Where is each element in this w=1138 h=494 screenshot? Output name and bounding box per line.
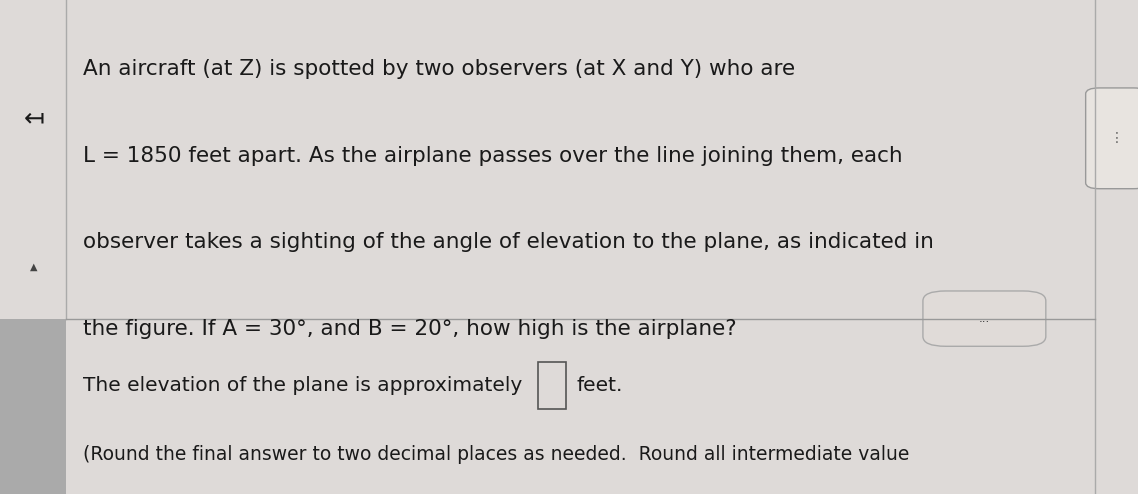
Bar	[538, 362, 566, 409]
Bar	[0, 319, 66, 494]
Text: L = 1850 feet apart. As the airplane passes over the line joining them, each: L = 1850 feet apart. As the airplane pas…	[83, 146, 902, 165]
FancyBboxPatch shape	[1086, 88, 1138, 189]
Text: (Round the final answer to two decimal places as needed.  Round all intermediate: (Round the final answer to two decimal p…	[83, 445, 909, 464]
Text: the figure. If A = 30°, and B = 20°, how high is the airplane?: the figure. If A = 30°, and B = 20°, how…	[83, 319, 736, 338]
Text: ⋮: ⋮	[1110, 131, 1123, 145]
Text: feet.: feet.	[577, 376, 624, 395]
Text: ▲: ▲	[31, 262, 38, 272]
Text: An aircraft (at Z) is spotted by two observers (at X and Y) who are: An aircraft (at Z) is spotted by two obs…	[83, 59, 795, 79]
Text: observer takes a sighting of the angle of elevation to the plane, as indicated i: observer takes a sighting of the angle o…	[83, 232, 934, 252]
Text: The elevation of the plane is approximately: The elevation of the plane is approximat…	[83, 376, 522, 395]
Text: ...: ...	[979, 312, 990, 325]
Text: ↤: ↤	[24, 107, 44, 130]
FancyBboxPatch shape	[923, 291, 1046, 346]
